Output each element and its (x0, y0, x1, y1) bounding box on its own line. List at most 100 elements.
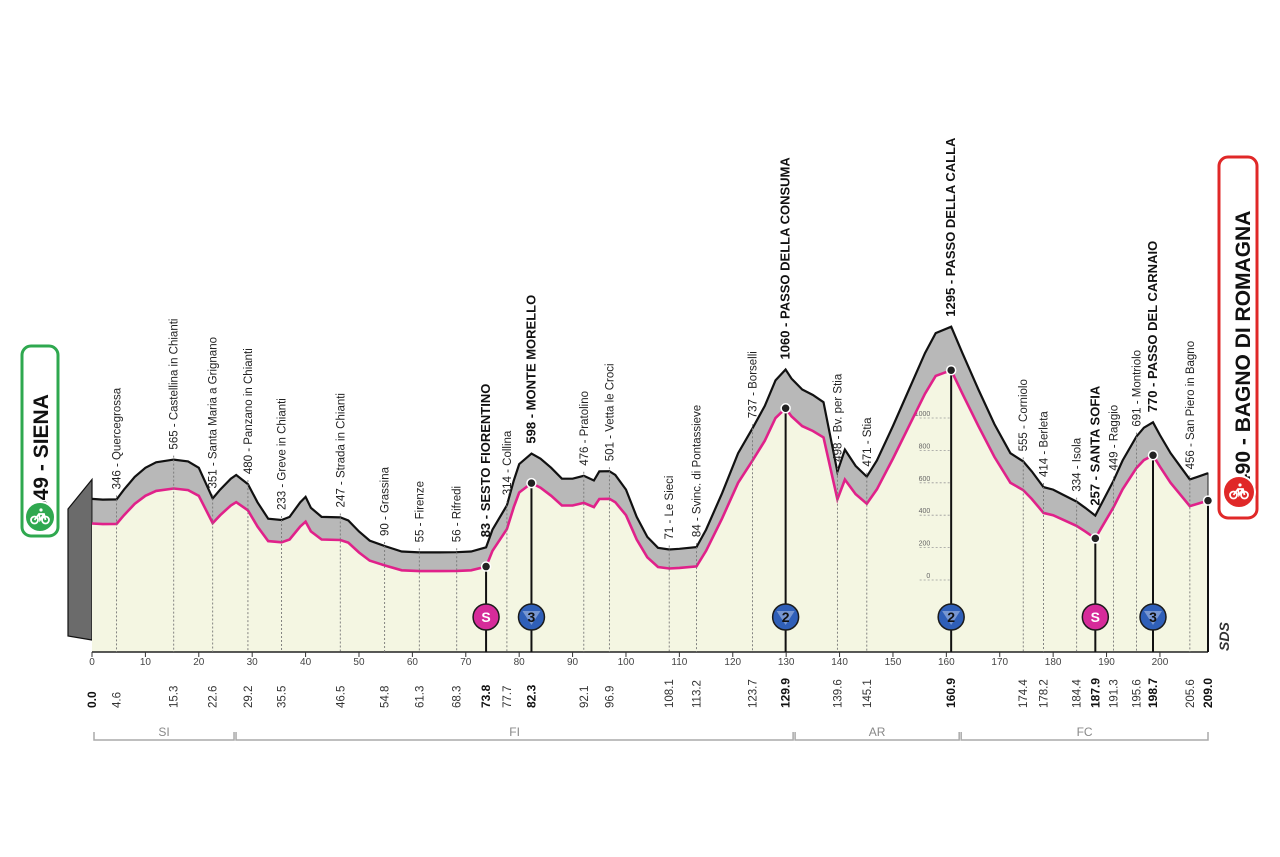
province-bracket (960, 732, 1209, 741)
km-tick-label: 70 (460, 657, 472, 668)
finish-badge: 490 - BAGNO DI ROMAGNA (1217, 155, 1259, 520)
waypoint-label: 480 - Panzano in Chianti (243, 348, 255, 474)
waypoint-distance: 139.6 (832, 679, 844, 708)
waypoint-label: 456 - San Piero in Bagno (1185, 341, 1197, 470)
waypoint-label: 565 - Castellina in Chianti (169, 319, 181, 450)
km-tick-label: 120 (724, 657, 741, 668)
waypoint-label: 90 - Grassina (380, 466, 392, 536)
marker-label: 3 (1149, 609, 1157, 625)
km-tick-label: 150 (885, 657, 902, 668)
waypoint-distance: 73.8 (479, 684, 493, 708)
altitude-tick-label: 0 (926, 573, 930, 580)
waypoint-label: 598 - MONTE MORELLO (523, 295, 538, 444)
km-tick-label: 190 (1098, 657, 1115, 668)
sprint-marker (1081, 603, 1110, 631)
waypoint-distance: 82.3 (524, 684, 538, 708)
waypoint-distance: 178.2 (1039, 679, 1051, 708)
start-distance: 0.0 (85, 691, 99, 708)
province-bracket (93, 732, 235, 741)
waypoint-label: 691 - Montriolo (1131, 350, 1143, 427)
km-tick-label: 170 (991, 657, 1008, 668)
marker-label: 3 (528, 609, 536, 625)
province-bracket (235, 732, 794, 741)
start-badge: 349 - SIENA (20, 344, 60, 538)
waypoint-distance: 92.1 (579, 686, 591, 708)
finish-label: 490 - BAGNO DI ROMAGNA (1232, 211, 1255, 486)
waypoint-label: 247 - Strada in Chianti (335, 393, 347, 507)
waypoint-distance: 123.7 (748, 679, 760, 708)
waypoint-distance: 108.1 (664, 679, 676, 708)
waypoint-distance: 68.3 (452, 686, 464, 708)
altitude-tick-label: 1000 (915, 411, 931, 418)
province-label: SI (158, 725, 169, 739)
finish-distance: 209.0 (1201, 678, 1215, 708)
waypoint-distance: 174.4 (1018, 679, 1030, 708)
watermark: SDS (1216, 622, 1232, 651)
km-tick-label: 100 (618, 657, 635, 668)
waypoint-distance: 22.6 (208, 686, 220, 708)
waypoint-distance: 198.7 (1146, 678, 1160, 708)
province-bracket (794, 732, 960, 741)
profile-wall-left (67, 477, 93, 641)
waypoint-label: 737 - Borselli (748, 351, 760, 418)
waypoint-label: 84 - Svinc. di Pontassieve (691, 405, 703, 537)
waypoint-distance: 113.2 (691, 680, 703, 708)
province-label: AR (869, 725, 886, 739)
climb-icon (522, 611, 541, 625)
km-tick-label: 0 (89, 657, 95, 668)
waypoint-label: 71 - Le Sieci (664, 476, 676, 540)
climb-category-marker (1139, 603, 1167, 631)
profile-road-line (91, 368, 1209, 573)
waypoint-distance: 205.6 (1185, 679, 1197, 708)
altitude-tick-label: 400 (919, 508, 931, 515)
marker-label: S (1091, 609, 1100, 625)
km-tick-label: 40 (300, 657, 312, 668)
province-label: FI (509, 725, 520, 739)
waypoint-dot (526, 477, 537, 489)
profile-ridge-line (91, 325, 1209, 554)
km-tick-label: 180 (1045, 657, 1062, 668)
climb-category-marker (517, 603, 546, 631)
km-tick-label: 90 (567, 657, 579, 668)
finish-dot (1202, 495, 1214, 506)
waypoint-label: 233 - Greve in Chianti (277, 398, 289, 510)
km-tick-label: 80 (514, 657, 526, 668)
km-tick-label: 60 (407, 657, 419, 668)
waypoint-label: 471 - Stia (862, 417, 874, 467)
km-tick-label: 20 (193, 657, 205, 668)
waypoint-label: 1295 - PASSO DELLA CALLA (943, 137, 958, 317)
km-tick-label: 30 (247, 657, 259, 668)
waypoint-distance: 195.6 (1131, 679, 1143, 708)
waypoint-distance: 129.9 (779, 678, 793, 708)
waypoint-label: 334 - Isola (1072, 437, 1084, 491)
waypoint-label: 257 - SANTA SOFIA (1087, 385, 1102, 506)
waypoint-distance: 29.2 (243, 686, 255, 708)
waypoint-label: 314 - Collina (502, 430, 514, 495)
climb-category-marker (937, 603, 965, 631)
altitude-tick-label: 800 (919, 443, 931, 450)
climb-icon (776, 611, 795, 625)
waypoint-label: 770 - PASSO DEL CARNAIO (1145, 241, 1160, 412)
waypoint-dot (1147, 450, 1159, 461)
waypoint-label: 346 - Quercegrossa (112, 387, 124, 489)
province-label: FC (1077, 725, 1093, 739)
waypoint-label: 501 - Vetta le Croci (604, 363, 616, 461)
bicycle-icon (1229, 483, 1249, 500)
climb-icon (1144, 611, 1163, 625)
waypoint-label: 476 - Pratolino (579, 391, 591, 466)
waypoint-distance: 35.5 (277, 686, 289, 708)
waypoint-distance: 160.9 (944, 678, 958, 708)
sprint-marker (472, 603, 500, 631)
waypoint-dot (945, 364, 957, 376)
marker-label: 2 (947, 609, 955, 625)
start-label: 349 - SIENA (30, 394, 53, 512)
km-tick-label: 160 (938, 657, 955, 668)
waypoint-label: 55 - Firenze (414, 481, 426, 542)
altitude-tick-label: 600 (919, 476, 931, 483)
waypoint-distance: 187.9 (1088, 678, 1102, 708)
km-tick-label: 110 (671, 657, 687, 668)
altitude-tick-label: 200 (919, 541, 931, 548)
waypoint-label: 56 - Rifredi (452, 486, 464, 542)
waypoint-distance: 61.3 (414, 686, 426, 708)
